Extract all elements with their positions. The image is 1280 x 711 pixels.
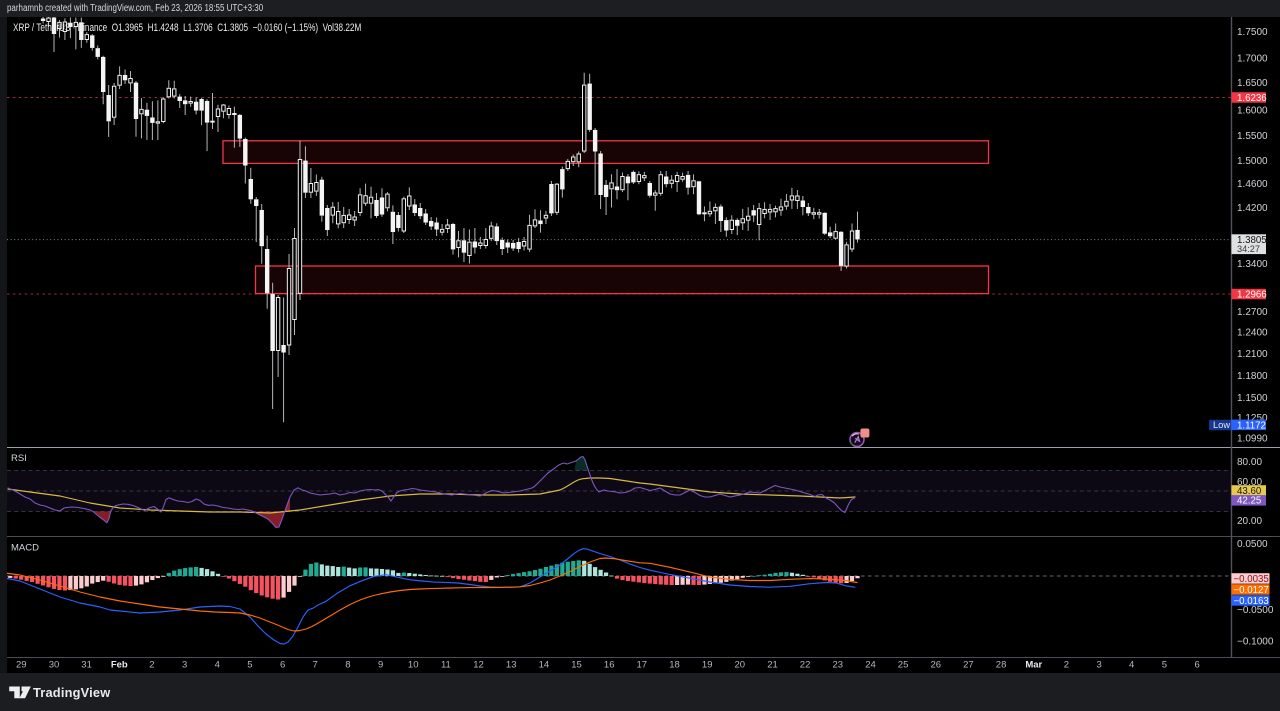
svg-text:80.00: 80.00 <box>1237 457 1262 468</box>
svg-text:5: 5 <box>1162 660 1167 671</box>
svg-text:30: 30 <box>49 660 60 671</box>
svg-text:−0.0035: −0.0035 <box>1234 574 1269 585</box>
svg-text:1.6500: 1.6500 <box>1237 78 1268 89</box>
svg-text:20.00: 20.00 <box>1237 516 1262 527</box>
svg-text:12: 12 <box>473 660 484 671</box>
svg-text:1.4200: 1.4200 <box>1237 203 1268 214</box>
svg-text:2: 2 <box>149 660 154 671</box>
svg-text:4: 4 <box>1129 660 1134 671</box>
svg-text:Mar: Mar <box>1025 660 1042 671</box>
svg-text:5: 5 <box>247 660 252 671</box>
svg-text:1.6000: 1.6000 <box>1237 105 1268 116</box>
svg-text:21: 21 <box>767 660 778 671</box>
svg-text:1.4600: 1.4600 <box>1237 179 1268 190</box>
svg-text:3: 3 <box>182 660 187 671</box>
svg-text:20: 20 <box>735 660 746 671</box>
svg-text:31: 31 <box>81 660 92 671</box>
svg-text:14: 14 <box>539 660 550 671</box>
svg-text:4: 4 <box>215 660 220 671</box>
svg-text:1.7000: 1.7000 <box>1237 53 1268 64</box>
svg-text:−0.0163: −0.0163 <box>1234 596 1269 607</box>
svg-text:10: 10 <box>408 660 419 671</box>
svg-text:3: 3 <box>1096 660 1101 671</box>
svg-text:8: 8 <box>345 660 350 671</box>
svg-text:2: 2 <box>1064 660 1069 671</box>
svg-text:1.1800: 1.1800 <box>1237 371 1268 382</box>
svg-text:RSI: RSI <box>11 453 27 464</box>
svg-text:1.1500: 1.1500 <box>1237 393 1268 404</box>
svg-text:0.0500: 0.0500 <box>1237 539 1268 550</box>
svg-text:23: 23 <box>833 660 844 671</box>
svg-text:60.00: 60.00 <box>1237 477 1262 488</box>
svg-text:43.60: 43.60 <box>1237 486 1262 497</box>
svg-text:1.5000: 1.5000 <box>1237 156 1268 167</box>
svg-text:18: 18 <box>669 660 680 671</box>
svg-text:11: 11 <box>441 660 451 671</box>
svg-text:15: 15 <box>571 660 582 671</box>
svg-text:1.2400: 1.2400 <box>1237 328 1268 339</box>
svg-text:1.7500: 1.7500 <box>1237 27 1268 38</box>
svg-text:1.2966: 1.2966 <box>1237 289 1267 300</box>
svg-text:17: 17 <box>637 660 648 671</box>
svg-text:34:27: 34:27 <box>1237 244 1260 254</box>
svg-text:1.1250: 1.1250 <box>1237 413 1268 424</box>
svg-text:Feb: Feb <box>111 660 128 671</box>
svg-text:1.2700: 1.2700 <box>1237 307 1268 318</box>
svg-text:6: 6 <box>1194 660 1199 671</box>
svg-text:1.5500: 1.5500 <box>1237 131 1268 142</box>
svg-text:1.3400: 1.3400 <box>1237 259 1268 270</box>
svg-text:1.3805: 1.3805 <box>1237 235 1267 246</box>
svg-text:Low: Low <box>1213 420 1230 430</box>
svg-text:22: 22 <box>800 660 811 671</box>
svg-text:1.0990: 1.0990 <box>1237 434 1268 445</box>
svg-text:1.6236: 1.6236 <box>1237 93 1267 104</box>
svg-text:1.2100: 1.2100 <box>1237 349 1268 360</box>
svg-text:−0.0500: −0.0500 <box>1237 605 1274 616</box>
svg-text:7: 7 <box>313 660 318 671</box>
svg-text:6: 6 <box>280 660 285 671</box>
svg-text:16: 16 <box>604 660 615 671</box>
svg-text:24: 24 <box>865 660 876 671</box>
svg-text:27: 27 <box>963 660 974 671</box>
svg-text:−0.0127: −0.0127 <box>1234 585 1269 596</box>
svg-text:MACD: MACD <box>11 543 39 554</box>
svg-text:26: 26 <box>931 660 942 671</box>
svg-text:42.25: 42.25 <box>1237 496 1261 507</box>
svg-text:25: 25 <box>898 660 909 671</box>
svg-text:28: 28 <box>996 660 1007 671</box>
svg-text:1.1172: 1.1172 <box>1237 420 1266 431</box>
svg-text:−0.1000: −0.1000 <box>1237 636 1274 647</box>
svg-text:9: 9 <box>378 660 383 671</box>
svg-text:29: 29 <box>16 660 27 671</box>
svg-text:13: 13 <box>506 660 517 671</box>
svg-text:19: 19 <box>702 660 713 671</box>
